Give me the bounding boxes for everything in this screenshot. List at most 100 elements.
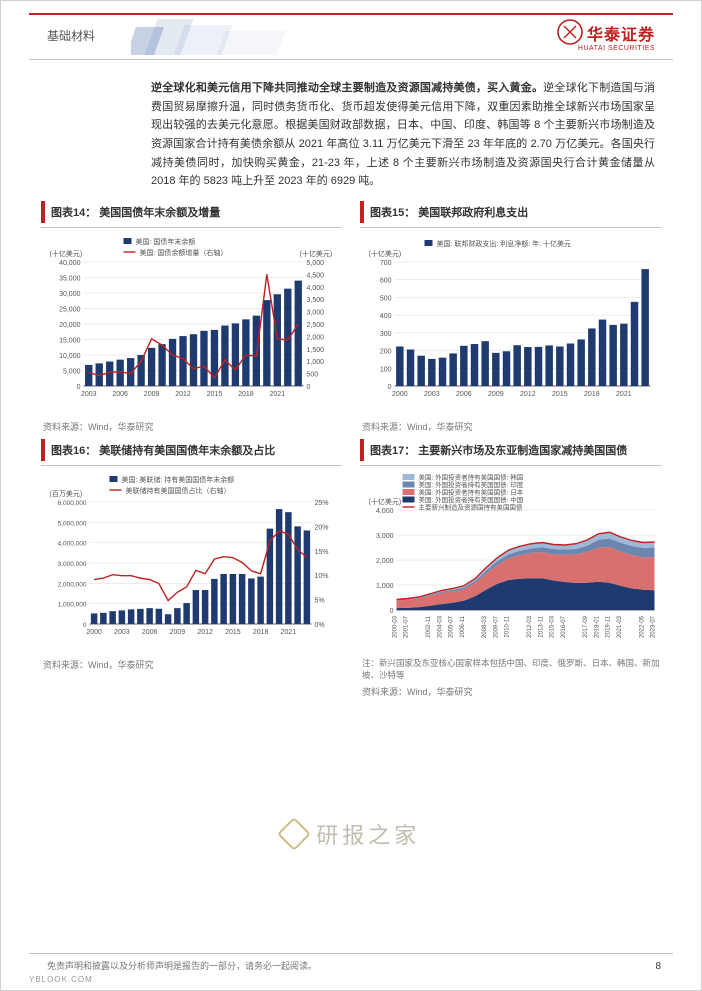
svg-text:2006: 2006 (456, 391, 472, 398)
svg-text:2000-03: 2000-03 (393, 615, 399, 638)
svg-text:2005-07: 2005-07 (449, 615, 455, 638)
header-decor (131, 19, 291, 59)
svg-text:2006: 2006 (112, 391, 128, 398)
svg-text:美国: 外国投资者持有美国国债: 印度: 美国: 外国投资者持有美国国债: 印度 (419, 480, 524, 489)
svg-text:0: 0 (83, 622, 87, 629)
svg-text:美国: 联邦财政支出: 利息净额: 年: 十亿美元: 美国: 联邦财政支出: 利息净额: 年: 十亿美元 (437, 239, 572, 248)
svg-text:(十亿美元): (十亿美元) (369, 497, 402, 506)
svg-text:2006: 2006 (142, 629, 158, 636)
svg-text:2015: 2015 (207, 391, 223, 398)
svg-text:2012: 2012 (175, 391, 191, 398)
svg-text:25,000: 25,000 (59, 307, 81, 314)
svg-text:20%: 20% (315, 524, 329, 531)
svg-text:2012: 2012 (197, 629, 213, 636)
chart-15-title: 图表15： 美国联邦政府利息支出 (360, 201, 661, 223)
svg-text:2003: 2003 (114, 629, 130, 636)
chart-14-source: 资料来源：Wind，华泰研究 (41, 420, 342, 433)
chart-14-svg: 05,00010,00015,00020,00025,00030,00035,0… (41, 232, 342, 412)
page-header: 基础材料 华泰证券 HUATAI SECURITIES (1, 19, 701, 75)
svg-text:0: 0 (390, 608, 394, 615)
svg-text:2018: 2018 (253, 629, 269, 636)
svg-text:美国: 外国投资者持有美国国债: 中国: 美国: 外国投资者持有美国国债: 中国 (419, 495, 524, 504)
svg-text:2009: 2009 (488, 391, 504, 398)
svg-text:0: 0 (77, 384, 81, 391)
chart-16-title: 图表16： 美联储持有美国国债年末余额及占比 (41, 439, 342, 461)
chart-17-source: 资料来源：Wind，华泰研究 (360, 685, 661, 698)
svg-text:(百万美元): (百万美元) (50, 489, 83, 498)
svg-text:2009: 2009 (144, 391, 160, 398)
svg-text:2009-07: 2009-07 (493, 615, 499, 638)
svg-text:35,000: 35,000 (59, 276, 81, 283)
svg-text:2,000,000: 2,000,000 (58, 581, 87, 588)
svg-text:2019-11: 2019-11 (606, 615, 612, 637)
svg-text:(十亿美元): (十亿美元) (50, 249, 83, 258)
svg-text:600: 600 (380, 278, 392, 285)
watermark-icon (277, 817, 311, 851)
svg-text:2,000: 2,000 (307, 334, 325, 341)
svg-text:0%: 0% (315, 622, 325, 629)
svg-text:2001-07: 2001-07 (404, 615, 410, 638)
svg-text:20,000: 20,000 (59, 322, 81, 329)
svg-text:2021-03: 2021-03 (617, 615, 623, 638)
body-paragraph: 逆全球化和美元信用下降共同推动全球主要制造及资源国减持美债，买入黄金。逆全球化下… (151, 79, 655, 191)
page-number: 8 (655, 961, 661, 972)
svg-text:美国: 外国投资者持有美国国债: 日本: 美国: 外国投资者持有美国国债: 日本 (419, 488, 524, 497)
svg-text:2021: 2021 (270, 391, 286, 398)
svg-text:2015: 2015 (225, 629, 241, 636)
chart-14-title: 图表14： 美国国债年末余额及增量 (41, 201, 342, 223)
svg-text:2010-11: 2010-11 (505, 615, 511, 637)
chart-17-svg: 0 1,000 2,000 3,000 4,000 2000-03 2001-07 2002-… (360, 470, 661, 650)
watermark-url: YBLOOK.COM (29, 975, 93, 984)
svg-text:1,000,000: 1,000,000 (58, 602, 87, 609)
svg-text:2015: 2015 (552, 391, 568, 398)
svg-text:2018-01: 2018-01 (594, 615, 600, 638)
svg-text:10%: 10% (315, 573, 329, 580)
svg-text:15%: 15% (315, 549, 329, 556)
svg-text:1,500: 1,500 (307, 347, 325, 354)
svg-text:4,000: 4,000 (376, 508, 394, 515)
svg-text:3,000,000: 3,000,000 (58, 561, 87, 568)
lead-sentence: 逆全球化和美元信用下降共同推动全球主要制造及资源国减持美债，买入黄金。 (151, 82, 543, 94)
svg-text:主要新兴制造及资源国持有美国国债: 主要新兴制造及资源国持有美国国债 (419, 503, 524, 512)
svg-text:2004-03: 2004-03 (437, 615, 443, 638)
svg-text:2021: 2021 (281, 629, 297, 636)
chart-14: 图表14： 美国国债年末余额及增量 05,00010,00015,00020,0… (41, 201, 342, 433)
svg-text:4,000,000: 4,000,000 (58, 541, 87, 548)
chart-15-svg: 0100200300400500600700200020032006200920… (360, 232, 661, 412)
svg-text:100: 100 (380, 366, 392, 373)
chart-16: 图表16： 美联储持有美国国债年末余额及占比 0 1,000,000 2,000,0… (41, 439, 342, 698)
svg-text:30,000: 30,000 (59, 291, 81, 298)
chart-17-note: 注：新兴国家及东亚核心国家样本包括中国、印度、俄罗斯、日本、韩国、新加坡、沙特等 (360, 658, 661, 682)
svg-text:4,000: 4,000 (307, 285, 325, 292)
svg-text:300: 300 (380, 331, 392, 338)
svg-text:1,000: 1,000 (307, 359, 325, 366)
paragraph-rest: 逆全球化下制造国与消费国贸易摩擦升温，同时债务货币化、货币超发使得美元信用下降，… (151, 82, 655, 187)
svg-text:1,000: 1,000 (376, 583, 394, 590)
svg-text:6,000,000: 6,000,000 (58, 500, 87, 507)
svg-text:2012: 2012 (520, 391, 536, 398)
svg-text:2009: 2009 (170, 629, 186, 636)
svg-text:500: 500 (307, 372, 319, 379)
svg-text:2002-11: 2002-11 (426, 615, 432, 637)
svg-text:2008-03: 2008-03 (482, 615, 488, 638)
svg-text:0: 0 (307, 384, 311, 391)
chart-15: 图表15： 美国联邦政府利息支出 01002003004005006007002… (360, 201, 661, 433)
svg-text:美国: 国债年末余额: 美国: 国债年末余额 (136, 237, 196, 246)
svg-text:3,000: 3,000 (307, 310, 325, 317)
svg-text:700: 700 (380, 260, 392, 267)
svg-text:200: 200 (380, 349, 392, 356)
svg-text:2,000: 2,000 (376, 558, 394, 565)
svg-text:(十亿美元): (十亿美元) (369, 249, 402, 258)
svg-text:2000: 2000 (392, 391, 408, 398)
svg-text:2021: 2021 (616, 391, 632, 398)
category-label: 基础材料 (47, 27, 95, 44)
svg-text:2003: 2003 (424, 391, 440, 398)
svg-text:40,000: 40,000 (59, 260, 81, 267)
svg-text:3,500: 3,500 (307, 297, 325, 304)
svg-text:2003: 2003 (81, 391, 97, 398)
svg-text:2000: 2000 (86, 629, 102, 636)
svg-text:2017-09: 2017-09 (583, 615, 589, 638)
svg-text:2,500: 2,500 (307, 322, 325, 329)
svg-text:3,000: 3,000 (376, 533, 394, 540)
svg-text:4,500: 4,500 (307, 272, 325, 279)
